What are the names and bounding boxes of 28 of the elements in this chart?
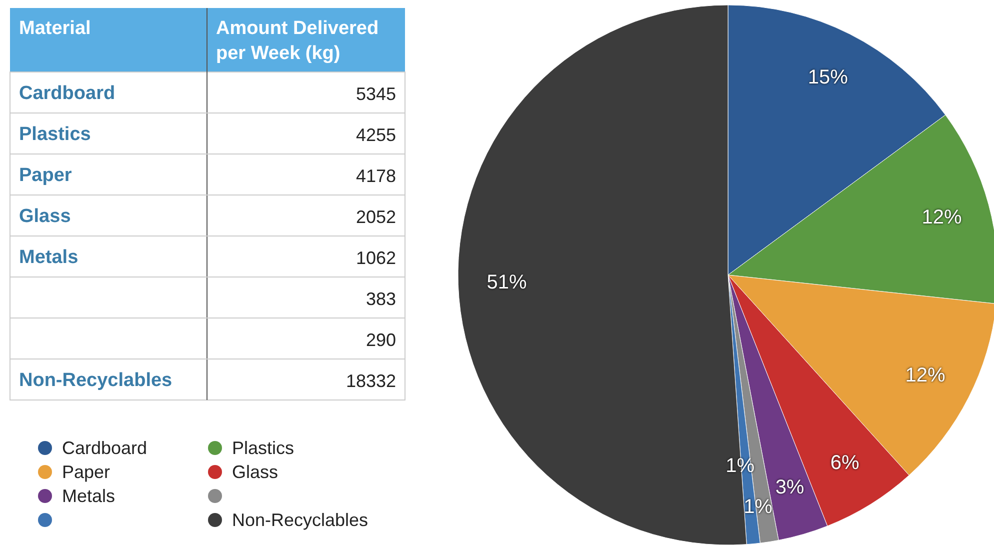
category-label: Non-Recyclables (19, 370, 172, 391)
data-label: 15% (808, 66, 848, 88)
legend-label: Glass (232, 462, 278, 482)
data-label: 2052 (356, 207, 396, 227)
data-label: 383 (366, 289, 396, 309)
category-label: Plastics (19, 124, 91, 145)
text: Material (19, 18, 91, 39)
category-label: Cardboard (19, 83, 116, 104)
data-label: 51% (486, 272, 527, 294)
legend-label: Non-Recyclables (232, 510, 368, 530)
data-label: 12% (905, 364, 946, 387)
legend-label: Plastics (232, 438, 294, 458)
data-label: 4178 (356, 166, 396, 186)
data-label: 3% (775, 476, 804, 499)
data-label: 5345 (356, 84, 396, 104)
data-label: 1062 (356, 248, 396, 268)
legend-label: Paper (62, 462, 110, 482)
category-label: Glass (19, 206, 71, 227)
data-label: 4255 (356, 125, 396, 145)
category-label: Paper (19, 165, 72, 186)
legend-label: Cardboard (62, 438, 148, 458)
data-label: 6% (830, 452, 860, 474)
data-label: 12% (922, 206, 962, 228)
text: Amount Delivered per Week (kg) (216, 18, 379, 64)
data-label: 290 (366, 330, 396, 350)
legend-label: Metals (62, 486, 116, 506)
category-label: Metals (19, 247, 78, 268)
data-label: 18332 (346, 371, 396, 391)
